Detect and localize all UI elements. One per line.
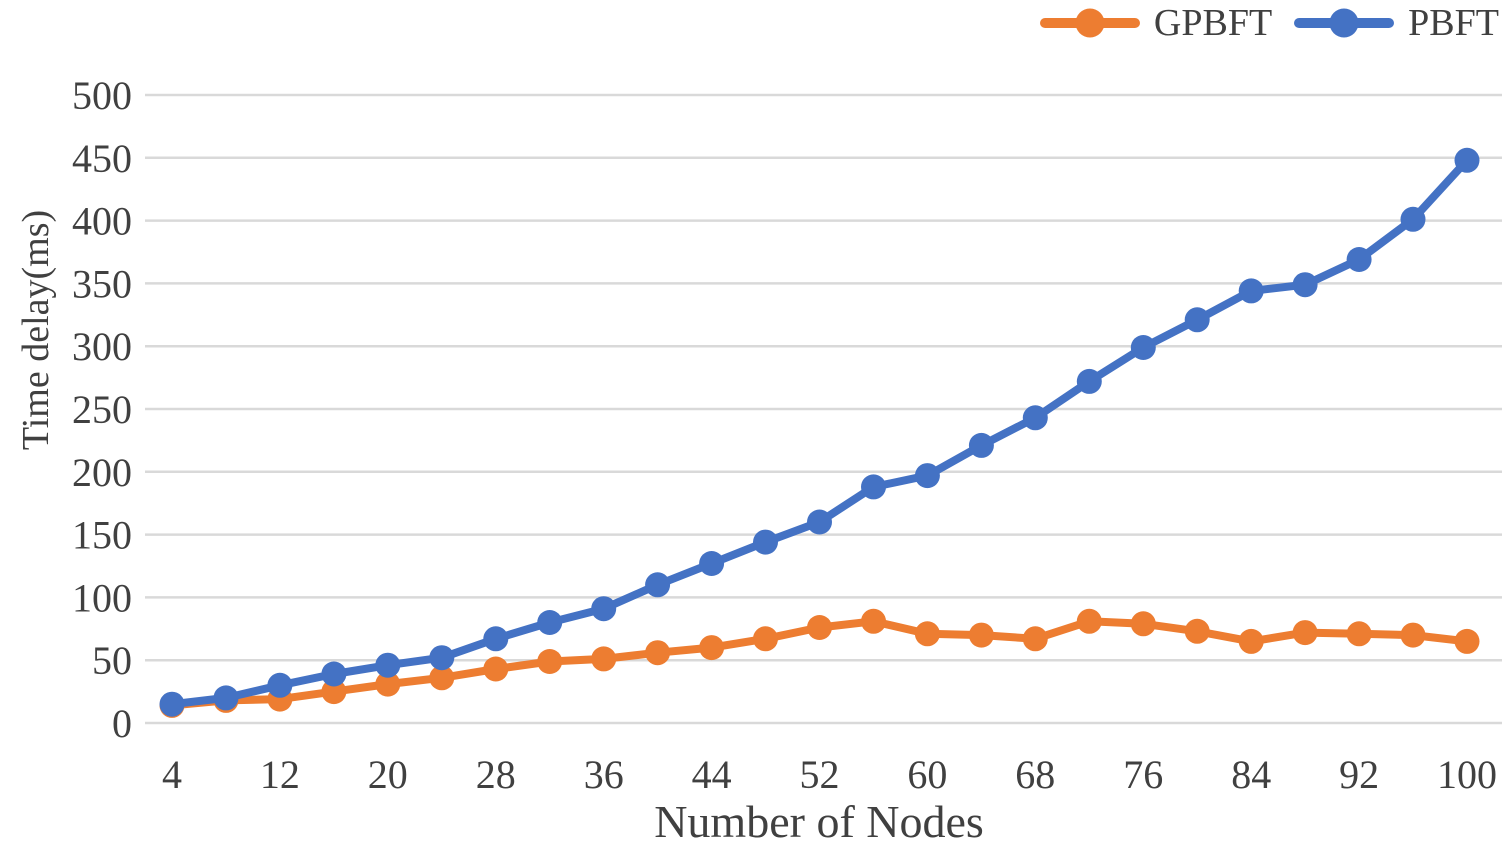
pbft-data-point-88: [1292, 272, 1318, 298]
pbft-data-point-100: [1454, 147, 1480, 173]
pbft-data-point-56: [861, 474, 886, 500]
y-tick-label-350: 350: [72, 261, 132, 306]
x-tick-label-92: 92: [1339, 752, 1379, 797]
gpbft-data-point-20: [375, 671, 401, 697]
pbft-data-point-84: [1238, 278, 1264, 304]
pbft-data-point-28: [483, 626, 509, 652]
y-tick-label-450: 450: [72, 136, 132, 181]
pbft-data-point-64: [968, 432, 994, 458]
pbft-data-point-80: [1184, 307, 1210, 333]
series-gpbft: [159, 608, 1480, 718]
gpbft-data-point-60: [914, 621, 940, 647]
pbft-data-point-40: [645, 572, 671, 598]
gpbft-data-point-24: [429, 665, 455, 691]
x-tick-labels: 4 12 20 28 36 44 52 60 68 76 84 92 100: [162, 752, 1497, 797]
gpbft-data-point-32: [537, 649, 563, 674]
gpbft-data-point-80: [1184, 618, 1210, 644]
gpbft-data-point-40: [645, 640, 671, 666]
y-tick-label-250: 250: [72, 387, 132, 432]
pbft-data-point-32: [537, 610, 563, 635]
gpbft-data-point-28: [483, 656, 509, 682]
gpbft-data-point-16: [321, 679, 347, 705]
pbft-data-point-76: [1130, 335, 1156, 360]
gpbft-data-point-68: [1022, 626, 1048, 652]
legend-item-gpbft: GPBFT: [1039, 2, 1273, 44]
x-tick-label-76: 76: [1123, 752, 1163, 797]
y-tick-label-50: 50: [92, 638, 132, 683]
x-tick-label-52: 52: [800, 752, 840, 797]
gpbft-data-point-72: [1076, 608, 1102, 634]
y-tick-label-400: 400: [72, 199, 132, 244]
pbft-data-point-16: [321, 661, 347, 687]
x-axis-title: Number of Nodes: [654, 796, 984, 847]
y-tick-label-500: 500: [72, 73, 132, 118]
gpbft-data-point-76: [1130, 611, 1156, 637]
gpbft-data-point-84: [1238, 628, 1264, 654]
gridlines: [145, 93, 1502, 725]
gpbft-data-point-56: [861, 608, 886, 634]
pbft-line-marker-icon: [1294, 8, 1395, 38]
x-tick-label-60: 60: [907, 752, 947, 797]
y-tick-label-150: 150: [72, 513, 132, 558]
pbft-data-point-8: [213, 685, 239, 711]
legend: GPBFT PBFT: [1039, 2, 1499, 44]
legend-label-gpbft: GPBFT: [1153, 2, 1273, 44]
pbft-data-point-96: [1400, 206, 1426, 232]
x-tick-label-28: 28: [476, 752, 516, 797]
legend-item-pbft: PBFT: [1294, 4, 1499, 42]
pbft-data-point-52: [807, 509, 832, 535]
gpbft-data-point-100: [1454, 628, 1480, 654]
gpbft-data-point-88: [1292, 620, 1318, 646]
x-tick-label-68: 68: [1015, 752, 1055, 797]
gpbft-data-point-96: [1400, 622, 1426, 648]
pbft-data-point-12: [267, 672, 293, 698]
gpbft-data-point-48: [753, 626, 778, 652]
pbft-data-point-24: [429, 645, 455, 671]
y-axis-title: Time delay(ms): [15, 209, 57, 451]
legend-label-pbft: PBFT: [1408, 2, 1499, 44]
pbft-data-point-20: [375, 652, 401, 678]
y-tick-label-300: 300: [72, 324, 132, 369]
pbft-data-point-92: [1346, 247, 1372, 272]
x-tick-label-100: 100: [1437, 752, 1497, 797]
pbft-data-point-44: [699, 551, 725, 576]
pbft-data-point-72: [1076, 368, 1102, 394]
series-pbft: [159, 147, 1480, 717]
y-tick-label-100: 100: [72, 575, 132, 620]
pbft-data-point-36: [591, 596, 617, 622]
x-tick-label-36: 36: [584, 752, 624, 797]
gpbft-line-marker-icon: [1039, 8, 1140, 38]
x-tick-label-84: 84: [1231, 752, 1271, 797]
pbft-data-point-48: [753, 529, 778, 555]
x-tick-label-44: 44: [692, 752, 732, 797]
x-tick-label-12: 12: [260, 752, 300, 797]
gpbft-data-point-44: [699, 635, 725, 661]
gpbft-dot-icon: [1075, 8, 1105, 38]
gpbft-data-point-64: [968, 622, 994, 648]
y-tick-label-200: 200: [72, 450, 132, 495]
gpbft-data-point-92: [1346, 621, 1372, 647]
y-tick-labels: 0 50 100 150 200 250 300 350 400 450 500: [72, 73, 132, 746]
x-tick-label-20: 20: [368, 752, 408, 797]
gpbft-data-point-52: [807, 615, 832, 640]
pbft-data-point-60: [914, 463, 940, 489]
pbft-data-point-4: [159, 691, 185, 717]
pbft-data-point-68: [1022, 405, 1048, 431]
x-tick-label-4: 4: [162, 752, 182, 797]
y-tick-label-0: 0: [112, 701, 132, 746]
pbft-dot-icon: [1329, 8, 1359, 38]
gpbft-data-point-36: [591, 646, 617, 672]
